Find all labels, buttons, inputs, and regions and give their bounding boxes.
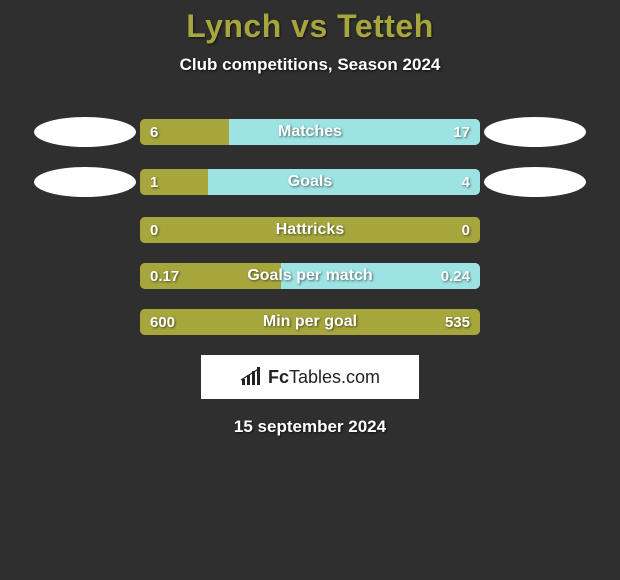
stat-row: 0.170.24Goals per match bbox=[0, 263, 620, 289]
stat-bar: 00Hattricks bbox=[140, 217, 480, 243]
stat-row: 600535Min per goal bbox=[0, 309, 620, 335]
player-photo-left bbox=[34, 117, 136, 147]
right-photo-slot bbox=[480, 117, 590, 147]
bar-right-fill bbox=[281, 263, 480, 289]
stat-row: 617Matches bbox=[0, 117, 620, 147]
logo-text: FcTables.com bbox=[268, 367, 380, 388]
player-photo-right bbox=[484, 117, 586, 147]
stats-rows: 617Matches 14Goals 00Hattricks 0.170.24Goal… bbox=[0, 117, 620, 335]
stat-bar: 14Goals bbox=[140, 169, 480, 195]
page-title: Lynch vs Tetteh bbox=[0, 8, 620, 45]
page-subtitle: Club competitions, Season 2024 bbox=[0, 55, 620, 75]
footer-logo: FcTables.com bbox=[201, 355, 419, 399]
barchart-icon bbox=[240, 367, 264, 387]
date-text: 15 september 2024 bbox=[0, 417, 620, 437]
logo-inner: FcTables.com bbox=[240, 367, 380, 388]
comparison-container: Lynch vs Tetteh Club competitions, Seaso… bbox=[0, 0, 620, 437]
player-photo-right bbox=[484, 167, 586, 197]
stat-bar: 0.170.24Goals per match bbox=[140, 263, 480, 289]
bar-left-fill bbox=[140, 309, 480, 335]
stat-bar: 617Matches bbox=[140, 119, 480, 145]
player-photo-left bbox=[34, 167, 136, 197]
bar-left-fill bbox=[140, 169, 208, 195]
bar-left-fill bbox=[140, 263, 281, 289]
bar-right-fill bbox=[208, 169, 480, 195]
left-photo-slot bbox=[30, 117, 140, 147]
stat-bar: 600535Min per goal bbox=[140, 309, 480, 335]
bar-left-fill bbox=[140, 119, 229, 145]
bar-left-fill bbox=[140, 217, 480, 243]
left-photo-slot bbox=[30, 167, 140, 197]
bar-right-fill bbox=[229, 119, 480, 145]
right-photo-slot bbox=[480, 167, 590, 197]
stat-row: 00Hattricks bbox=[0, 217, 620, 243]
stat-row: 14Goals bbox=[0, 167, 620, 197]
